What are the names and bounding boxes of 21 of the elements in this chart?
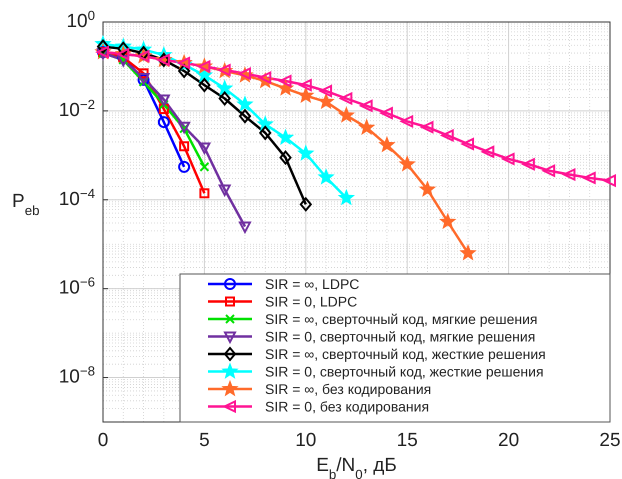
y-axis-title: P$_{eb}$ xyxy=(12,190,40,218)
legend-label: SIR = 0, сверточный код, мягкие решения xyxy=(265,328,536,344)
x-axis-title: E$_{b}$/N$_{0}$, дБ xyxy=(316,455,397,479)
legend-label: SIR = ∞, без кодирования xyxy=(265,381,432,397)
y-tick-label: 10$^{−2}$ xyxy=(58,96,95,121)
legend-label: SIR = 0, без кодирования xyxy=(265,398,430,414)
x-tick-label: 15 xyxy=(396,430,418,451)
legend-label: SIR = ∞, LDPC xyxy=(265,276,360,292)
legend-label: SIR = 0, LDPC xyxy=(265,294,358,310)
y-tick-label: 10$^{−6}$ xyxy=(58,274,95,299)
y-tick-label: 10$^{−4}$ xyxy=(58,185,95,210)
x-tick-label: 10 xyxy=(295,430,316,451)
legend-label: SIR = ∞, сверточный код, мягкие решения xyxy=(265,311,538,327)
legend-label: SIR = 0, сверточный код, жесткие решения xyxy=(265,364,544,380)
x-tick-label: 20 xyxy=(498,430,520,451)
y-tick-label: 10$^{−8}$ xyxy=(58,363,95,388)
x-tick-label: 25 xyxy=(599,430,621,451)
y-tick-label: 10$^{0}$ xyxy=(66,8,95,32)
x-tick-label: 5 xyxy=(199,430,210,451)
x-tick-label: 0 xyxy=(98,430,108,451)
legend-label: SIR = ∞, сверточный код, жесткие решения xyxy=(265,346,546,362)
